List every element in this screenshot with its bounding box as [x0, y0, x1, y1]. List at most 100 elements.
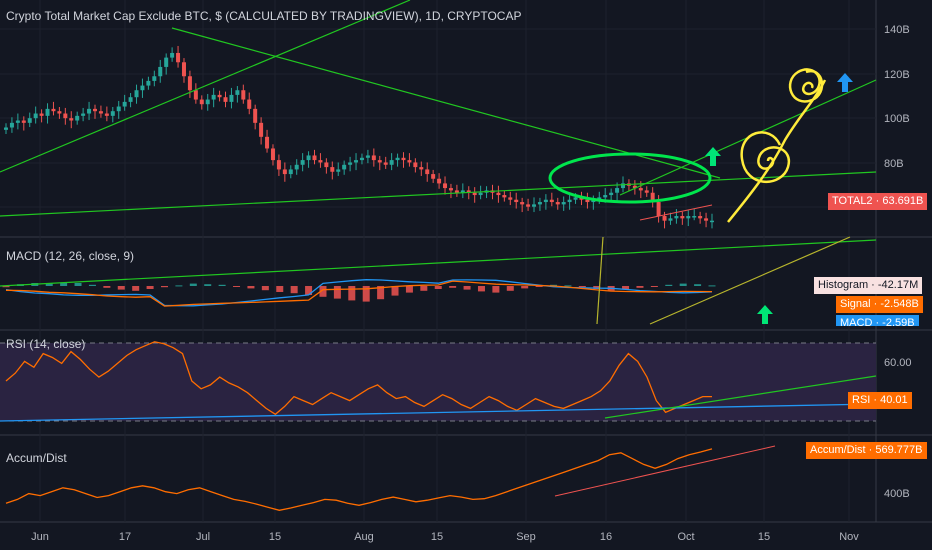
candle-body [98, 111, 103, 114]
trendline-up [0, 0, 411, 173]
candle-body [241, 90, 246, 100]
candle-body [253, 108, 258, 123]
macd-bar [160, 286, 168, 288]
candle-body [585, 199, 590, 203]
candle-body [698, 216, 703, 219]
rsi-band-fill [0, 343, 876, 421]
price-axis-tick: 140B [884, 24, 910, 36]
green-arrow-icon [705, 147, 721, 166]
candle-body [555, 202, 560, 205]
trendline-support [0, 171, 877, 217]
candle-body [223, 97, 228, 102]
time-axis-label: 15 [269, 531, 281, 543]
candle-body [140, 85, 145, 91]
macd-bar [60, 282, 68, 286]
macd-bar [2, 286, 10, 288]
macd-bar [679, 283, 687, 286]
candle-body [348, 162, 353, 165]
candle-body [383, 162, 388, 165]
rsi-tag: RSI · 40.01 [848, 392, 912, 409]
price-tag: TOTAL2 · 63.691B [828, 193, 928, 210]
candle-body [342, 164, 347, 170]
time-axis[interactable]: Jun 17 Jul 15 Aug 15 Sep 16 Oct 15 Nov [31, 531, 859, 543]
macd-bar [434, 286, 442, 289]
macd-histogram [2, 282, 716, 302]
macd-bar [189, 283, 197, 286]
candle-body [247, 99, 252, 109]
candle-body [448, 188, 453, 191]
candle-body [377, 160, 382, 163]
candle-body [662, 216, 667, 221]
macd-bar [564, 285, 572, 287]
pane-separators [0, 0, 932, 523]
rsi-band [0, 342, 876, 422]
candle-body [478, 192, 483, 196]
price-axis[interactable]: 140B 120B 100B 80B 60.00 400B [884, 24, 912, 500]
macd-bar [694, 284, 702, 286]
candle-body [318, 160, 323, 163]
candle-body [674, 216, 679, 219]
histogram-tag: Histogram · -42.17M [814, 277, 923, 294]
macd-bar [88, 284, 96, 286]
macd-bar [276, 286, 284, 292]
accum-axis-tick: 400B [884, 488, 910, 500]
candle-body [146, 80, 151, 86]
candle-body [170, 52, 175, 58]
candle-body [359, 157, 364, 161]
candle-body [597, 197, 602, 200]
time-axis-label: Sep [516, 531, 536, 543]
macd-bar [45, 283, 53, 286]
candle-body [330, 167, 335, 172]
candle-body [69, 118, 74, 121]
signal-line [5, 280, 713, 307]
drawings[interactable] [0, 0, 877, 497]
candle-body [92, 108, 97, 112]
candle-body [603, 195, 608, 198]
chart-title: Crypto Total Market Cap Exclude BTC, $ (… [6, 9, 522, 23]
macd-line [5, 279, 713, 307]
candle-body [39, 113, 44, 116]
candle-body [615, 188, 620, 193]
candle-body [644, 190, 649, 193]
candle-body [229, 94, 234, 102]
grid-lines [0, 0, 876, 522]
macd-bar [449, 286, 457, 288]
rsi-trendline-green [604, 375, 877, 419]
macd-bar [175, 285, 183, 287]
macd-bar [405, 286, 413, 293]
macd-tag: MACD · -2.59B [836, 315, 919, 326]
blue-arrow-icon [837, 73, 853, 92]
macd-bar [535, 286, 543, 287]
accum-trendline [554, 445, 776, 497]
candle-body [520, 202, 525, 205]
candle-body [181, 62, 186, 77]
price-candles[interactable] [4, 45, 714, 229]
candle-body [265, 136, 270, 149]
macd-bar [622, 286, 630, 290]
candle-body [354, 160, 359, 163]
candle-body [419, 167, 424, 170]
candle-body [152, 76, 157, 81]
macd-bar [521, 286, 529, 289]
macd-label: MACD (12, 26, close, 9) [6, 249, 135, 263]
macd-bar [650, 286, 658, 287]
macd-bar [305, 286, 313, 295]
candle-body [33, 113, 38, 119]
candle-body [306, 155, 311, 161]
macd-bar [204, 284, 212, 286]
candle-body [193, 90, 198, 100]
candle-body [128, 97, 133, 102]
candle-body [632, 185, 637, 189]
macd-bar [103, 286, 111, 288]
rsi-axis-tick: 60.00 [884, 357, 912, 369]
macd-bar [578, 286, 586, 288]
candle-body [460, 190, 465, 193]
macd-bar [636, 286, 644, 288]
candle-body [81, 113, 86, 116]
accum-dist-line [5, 448, 713, 511]
macd-bar [362, 286, 370, 302]
macd-bar [708, 285, 716, 287]
candle-body [407, 160, 412, 163]
candle-body [401, 157, 406, 161]
